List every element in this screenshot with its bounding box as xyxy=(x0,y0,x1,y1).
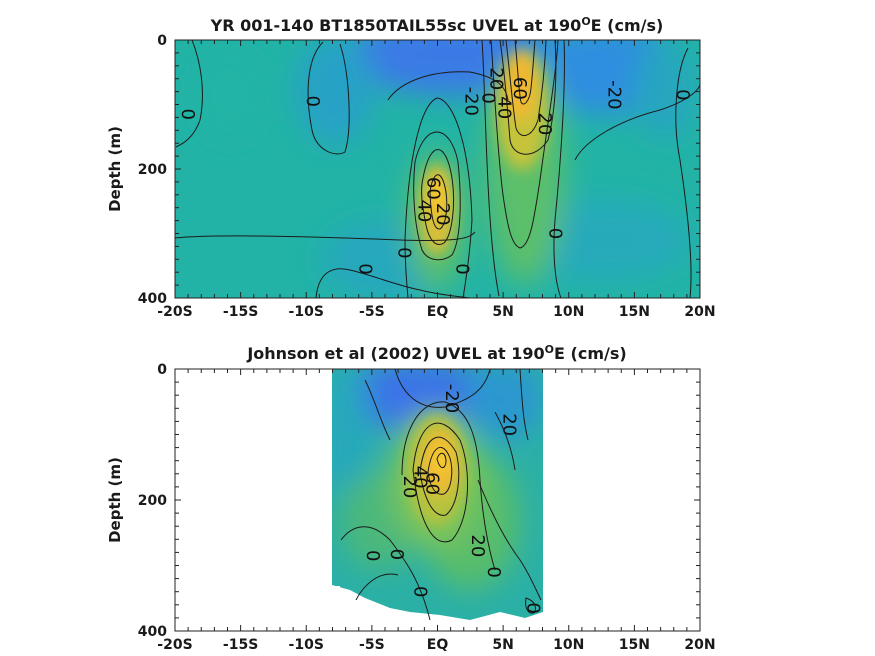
contour-label: 0 xyxy=(177,108,198,119)
contour-label: 60 xyxy=(423,177,444,200)
x-tick-label: -5S xyxy=(359,637,385,653)
contour-label: 20 xyxy=(467,534,488,557)
contour-label: -20 xyxy=(604,80,625,109)
x-tick-label: EQ xyxy=(427,304,449,320)
contour-label: 0 xyxy=(672,89,693,100)
contour-label: 0 xyxy=(354,263,375,274)
contour-label: 20 xyxy=(534,112,555,135)
contour-label: 0 xyxy=(386,549,407,560)
contour-label: 20 xyxy=(432,203,453,226)
contour-label: 0 xyxy=(302,96,323,107)
contour-label: 20 xyxy=(486,67,507,90)
contour-label: 40 xyxy=(493,96,514,119)
contour-label: 0 xyxy=(409,586,430,597)
y-tick-label: 200 xyxy=(138,162,167,178)
x-tick-label: 10N xyxy=(553,637,584,653)
x-tick-label: 20N xyxy=(684,304,715,320)
x-tick-label: 15N xyxy=(619,637,650,653)
y-tick-label: 0 xyxy=(157,33,167,49)
x-tick-label: -20S xyxy=(157,304,192,320)
contour-label: 0 xyxy=(545,228,566,239)
x-tick-label: -5S xyxy=(359,304,385,320)
y-axis-label: Depth (m) xyxy=(106,126,124,212)
contour-lines xyxy=(340,369,542,621)
x-tick-label: -15S xyxy=(223,304,258,320)
chart-title: Johnson et al (2002) UVEL at 190OE (cm/s… xyxy=(246,343,626,363)
x-tick-label: EQ xyxy=(427,637,449,653)
y-tick-label: 200 xyxy=(138,493,167,509)
contour-label: 0 xyxy=(478,92,499,103)
y-axis-label: Depth (m) xyxy=(106,457,124,543)
x-tick-label: 15N xyxy=(619,304,650,320)
x-tick-label: 20N xyxy=(684,637,715,653)
contour-label: -20 xyxy=(441,384,462,413)
missing-data-mask xyxy=(332,586,400,631)
x-axis: -20S -15S -10S -5S EQ 5N 10N 15N 20N xyxy=(157,369,716,653)
contour-label: 20 xyxy=(399,475,420,498)
missing-data-mask xyxy=(478,622,490,631)
y-tick-label: 400 xyxy=(138,291,167,307)
y-tick-label: 400 xyxy=(138,624,167,640)
contour-label: 40 xyxy=(413,199,434,222)
panel-observations: Johnson et al (2002) UVEL at 190OE (cm/s… xyxy=(106,343,716,653)
y-tick-label: 0 xyxy=(157,362,167,378)
contour-label: 0 xyxy=(451,263,472,274)
contour-label: 0 xyxy=(362,550,383,561)
x-tick-label: 5N xyxy=(492,304,513,320)
contour-label: 0 xyxy=(394,247,415,258)
x-tick-label: -10S xyxy=(289,637,324,653)
contour-lines xyxy=(175,40,700,298)
contour-label: 60 xyxy=(509,77,530,100)
x-tick-label: -20S xyxy=(157,637,192,653)
chart-title: YR 001-140 BT1850TAIL55sc UVEL at 190OE … xyxy=(210,15,664,35)
contour-label: -20 xyxy=(461,87,482,116)
x-axis: -20S -15S -10S -5S EQ 5N 10N 15N 20N xyxy=(157,40,716,320)
contour-label: 20 xyxy=(499,413,520,436)
contour-label: 60 xyxy=(421,472,442,495)
contour-label: 40 xyxy=(409,466,430,489)
panel-model: YR 001-140 BT1850TAIL55sc UVEL at 190OE … xyxy=(106,15,716,320)
x-tick-label: 10N xyxy=(553,304,584,320)
contour-label: 0 xyxy=(522,602,543,613)
contour-label: 0 xyxy=(483,566,504,577)
x-tick-label: -15S xyxy=(223,637,258,653)
x-tick-label: 5N xyxy=(492,637,513,653)
x-tick-label: -10S xyxy=(289,304,324,320)
